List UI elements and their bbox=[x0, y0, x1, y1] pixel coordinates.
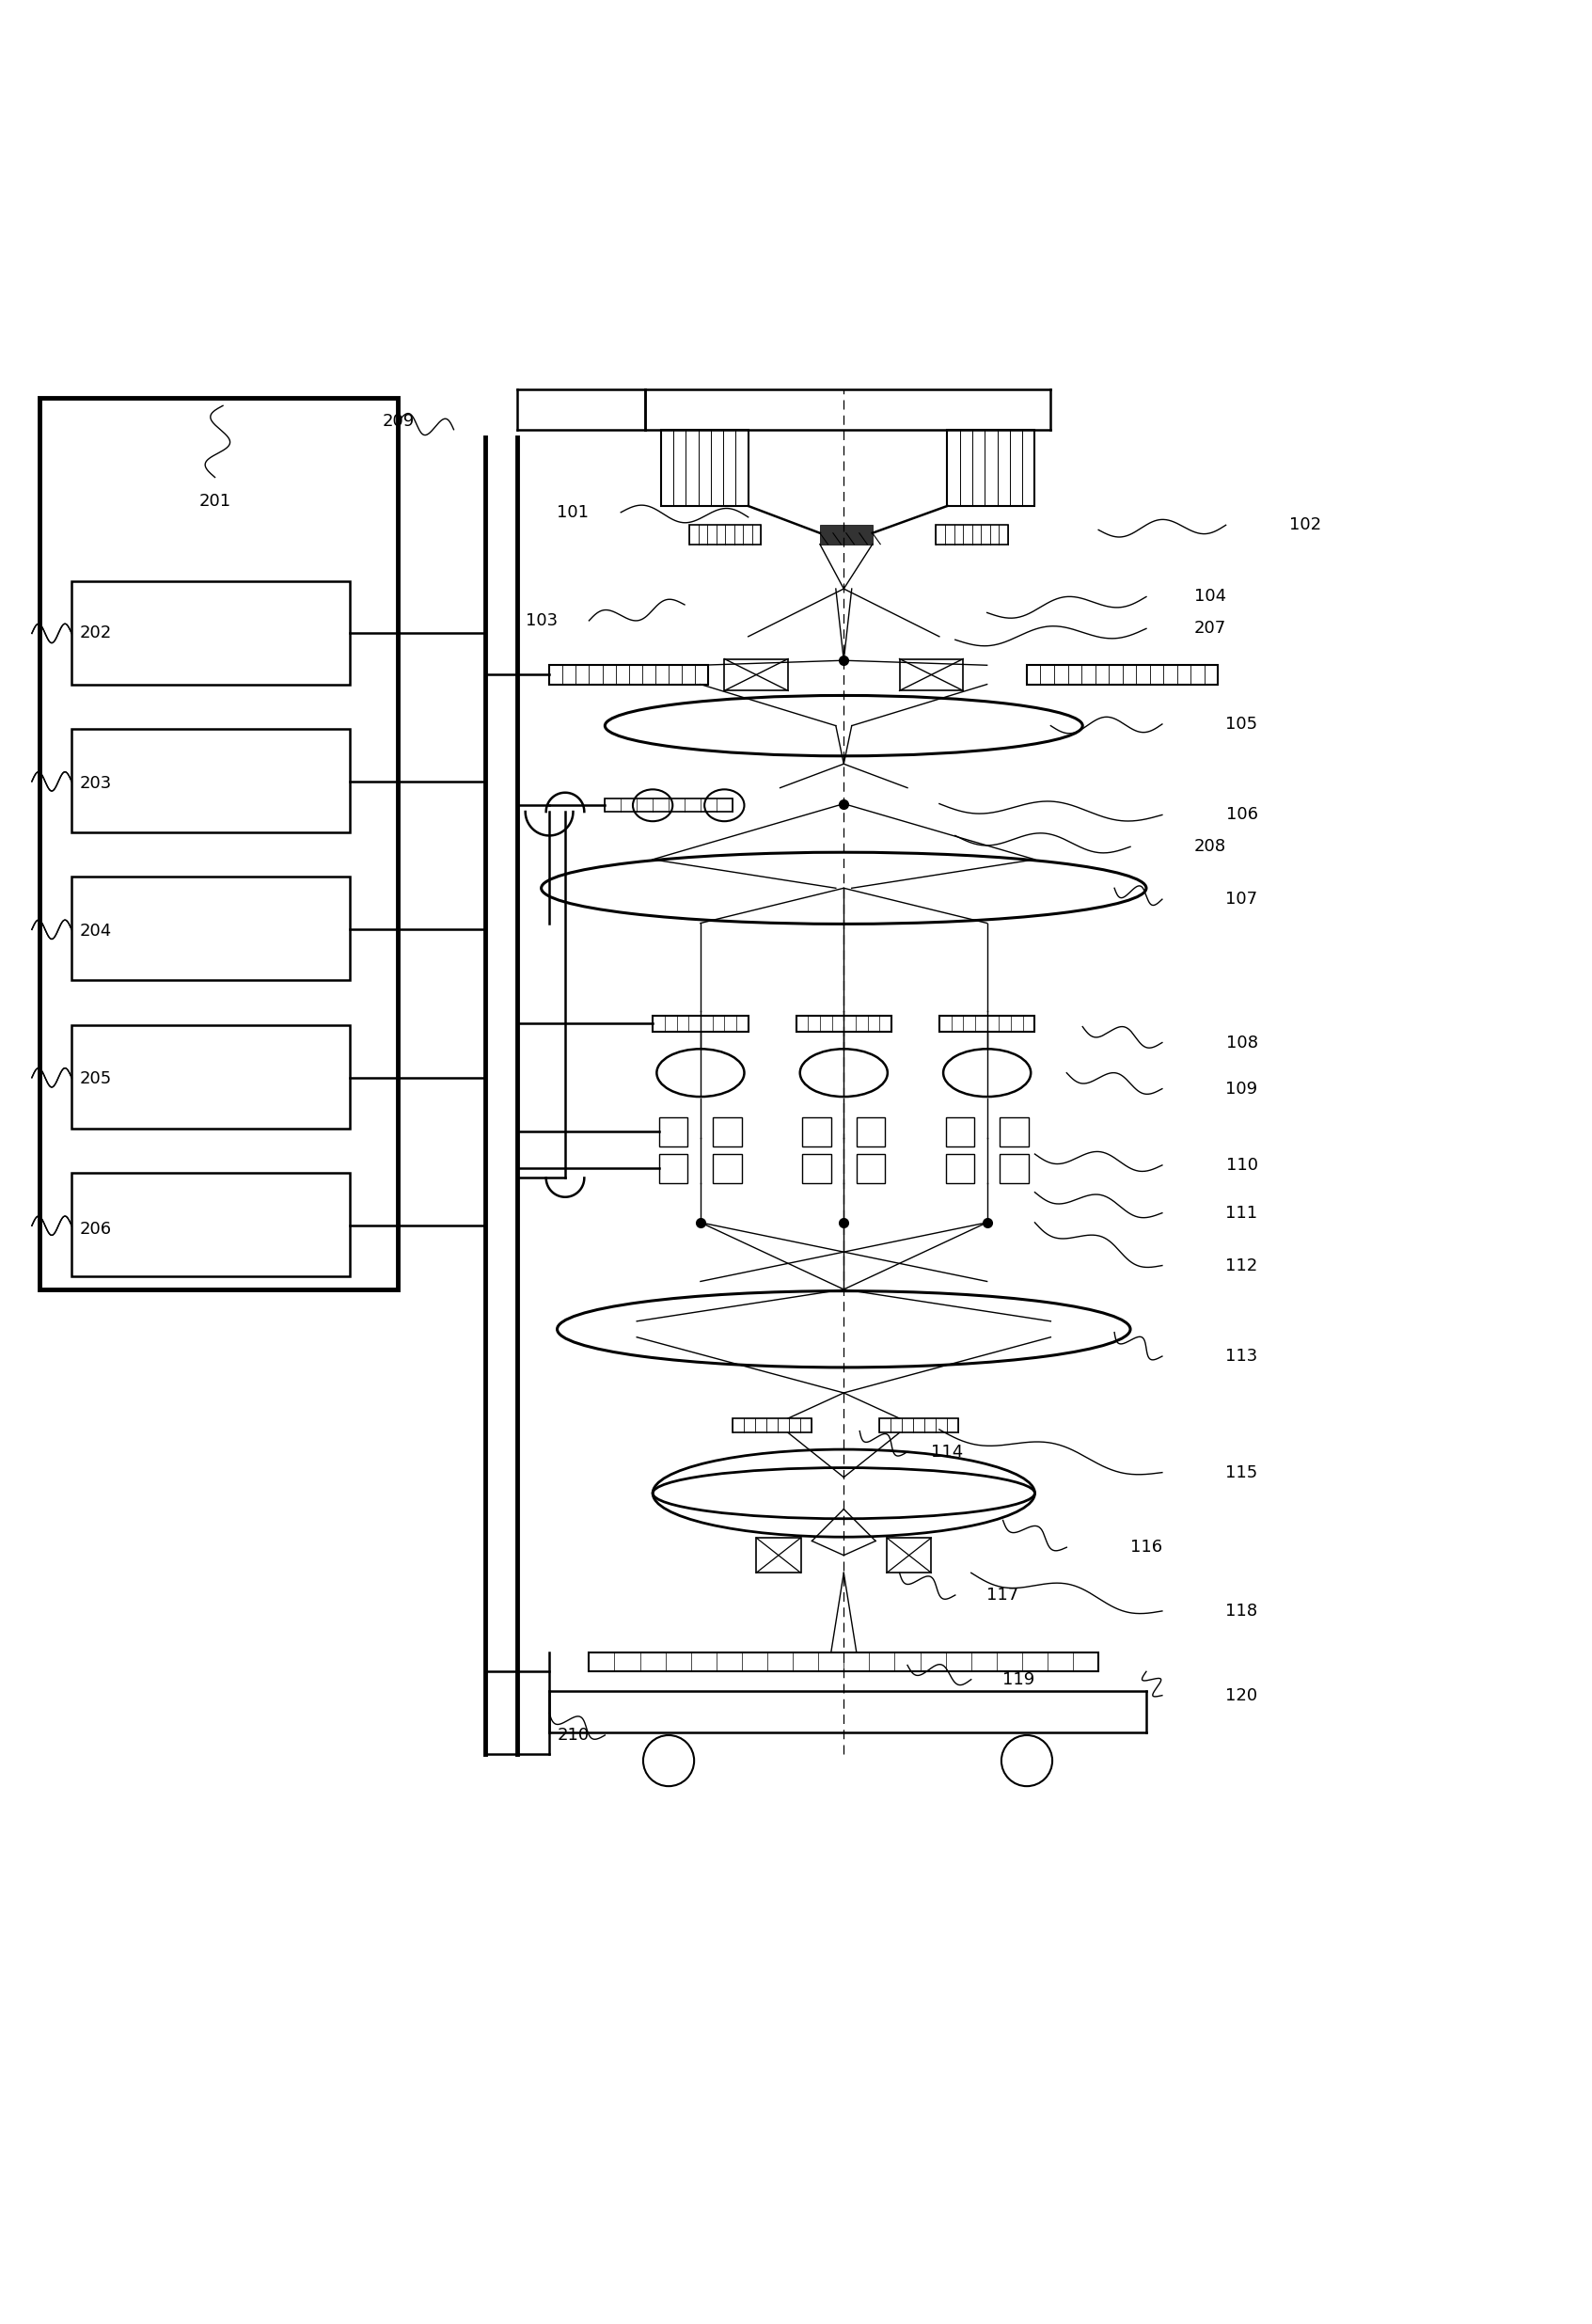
Bar bbox=[72, 1174, 350, 1276]
Text: 114: 114 bbox=[931, 1443, 963, 1459]
Text: 204: 204 bbox=[80, 923, 111, 939]
Bar bbox=[40, 397, 398, 1290]
Bar bbox=[796, 1016, 892, 1032]
Bar bbox=[856, 1118, 885, 1146]
Bar bbox=[549, 665, 708, 683]
Bar bbox=[939, 1016, 1035, 1032]
Text: 201: 201 bbox=[199, 493, 231, 509]
Bar bbox=[72, 876, 350, 981]
Bar bbox=[1000, 1155, 1028, 1183]
Text: 103: 103 bbox=[525, 611, 557, 630]
Text: 116: 116 bbox=[1130, 1538, 1162, 1555]
Bar bbox=[659, 1118, 688, 1146]
Bar bbox=[802, 1118, 831, 1146]
Text: 209: 209 bbox=[382, 414, 414, 430]
Bar bbox=[72, 1025, 350, 1129]
Bar bbox=[820, 525, 872, 544]
Text: 101: 101 bbox=[557, 504, 589, 521]
Bar bbox=[1000, 1118, 1028, 1146]
Bar bbox=[946, 1155, 974, 1183]
Bar bbox=[947, 430, 1035, 507]
Text: 202: 202 bbox=[80, 625, 111, 641]
Text: 108: 108 bbox=[1226, 1034, 1258, 1050]
Bar bbox=[713, 1155, 742, 1183]
Text: 206: 206 bbox=[80, 1220, 111, 1236]
Bar bbox=[802, 1155, 831, 1183]
Text: 203: 203 bbox=[80, 774, 111, 792]
Bar bbox=[589, 1652, 1098, 1671]
Text: 118: 118 bbox=[1226, 1604, 1258, 1620]
Bar bbox=[879, 1418, 958, 1432]
Bar bbox=[946, 1118, 974, 1146]
Text: 107: 107 bbox=[1226, 890, 1258, 909]
Bar bbox=[713, 1118, 742, 1146]
Bar bbox=[732, 1418, 812, 1432]
Text: 105: 105 bbox=[1226, 716, 1258, 732]
Text: 205: 205 bbox=[80, 1071, 111, 1088]
Bar bbox=[605, 799, 732, 811]
Text: 207: 207 bbox=[1194, 621, 1226, 637]
Text: 119: 119 bbox=[1003, 1671, 1035, 1687]
Text: 120: 120 bbox=[1226, 1687, 1258, 1703]
Bar bbox=[936, 525, 1008, 544]
Bar bbox=[661, 430, 748, 507]
Text: 115: 115 bbox=[1226, 1464, 1258, 1480]
Text: 210: 210 bbox=[557, 1727, 589, 1743]
Text: 109: 109 bbox=[1226, 1081, 1258, 1097]
Text: 104: 104 bbox=[1194, 588, 1226, 604]
Bar bbox=[724, 658, 788, 690]
Bar bbox=[689, 525, 761, 544]
Text: 102: 102 bbox=[1290, 516, 1321, 535]
Bar bbox=[72, 730, 350, 832]
Bar bbox=[1027, 665, 1218, 683]
Text: 106: 106 bbox=[1226, 806, 1258, 823]
Bar bbox=[899, 658, 963, 690]
Bar bbox=[756, 1538, 801, 1573]
Bar bbox=[887, 1538, 931, 1573]
Bar bbox=[72, 581, 350, 683]
Text: 208: 208 bbox=[1194, 839, 1226, 855]
Bar bbox=[659, 1155, 688, 1183]
Bar bbox=[653, 1016, 748, 1032]
Text: 111: 111 bbox=[1226, 1204, 1258, 1222]
Text: 112: 112 bbox=[1226, 1257, 1258, 1274]
Text: 113: 113 bbox=[1226, 1348, 1258, 1364]
Bar bbox=[856, 1155, 885, 1183]
Text: 110: 110 bbox=[1226, 1157, 1258, 1174]
Text: 117: 117 bbox=[987, 1587, 1019, 1604]
